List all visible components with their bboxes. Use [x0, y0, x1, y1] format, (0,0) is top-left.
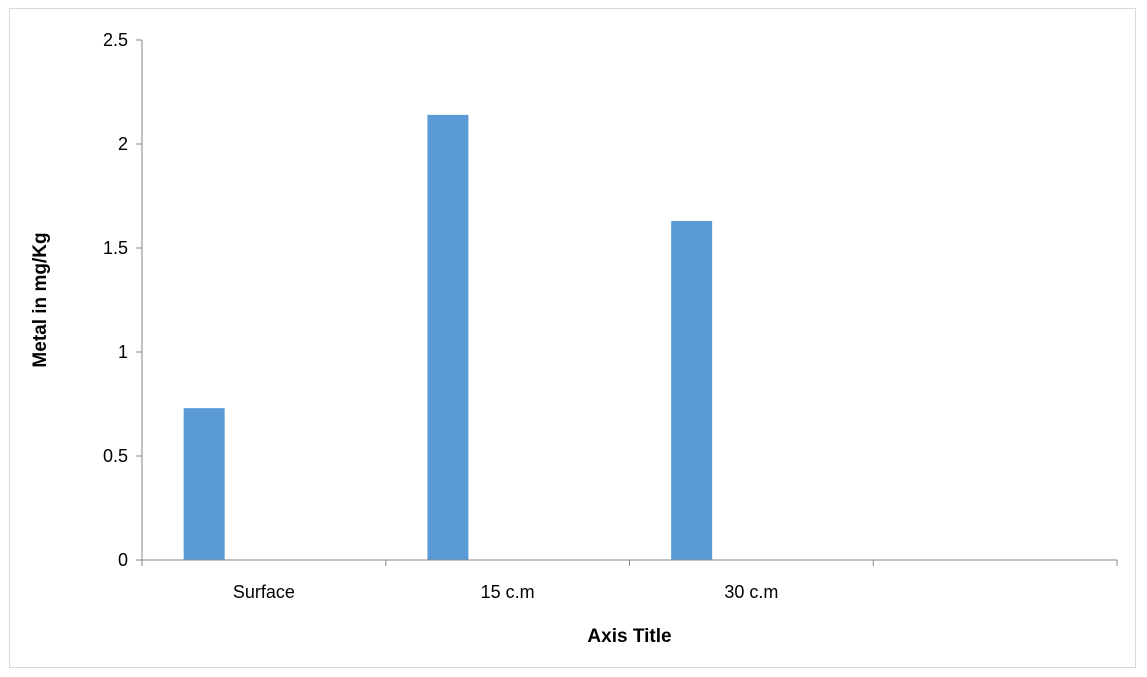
y-tick-label: 1.5	[103, 238, 128, 258]
x-axis-title: Axis Title	[587, 626, 671, 647]
x-axis-ticks: Surface 15 c.m 30 c.m	[141, 560, 1118, 602]
y-tick-label: 1	[118, 342, 128, 362]
y-axis-title: Metal in mg/Kg	[30, 232, 51, 367]
bar-series	[183, 114, 713, 560]
x-tick-label: 15 c.m	[481, 582, 535, 602]
x-tick-label: 30 c.m	[724, 582, 778, 602]
x-tick-label: Surface	[233, 582, 295, 602]
bar	[183, 408, 225, 560]
y-tick-label: 0.5	[103, 446, 128, 466]
y-axis-ticks: 0 0.5 1 1.5 2 2.5	[103, 30, 142, 570]
bar	[671, 220, 713, 560]
y-tick-label: 0	[118, 550, 128, 570]
y-tick-label: 2	[118, 134, 128, 154]
bar	[427, 114, 469, 560]
y-tick-label: 2.5	[103, 30, 128, 50]
